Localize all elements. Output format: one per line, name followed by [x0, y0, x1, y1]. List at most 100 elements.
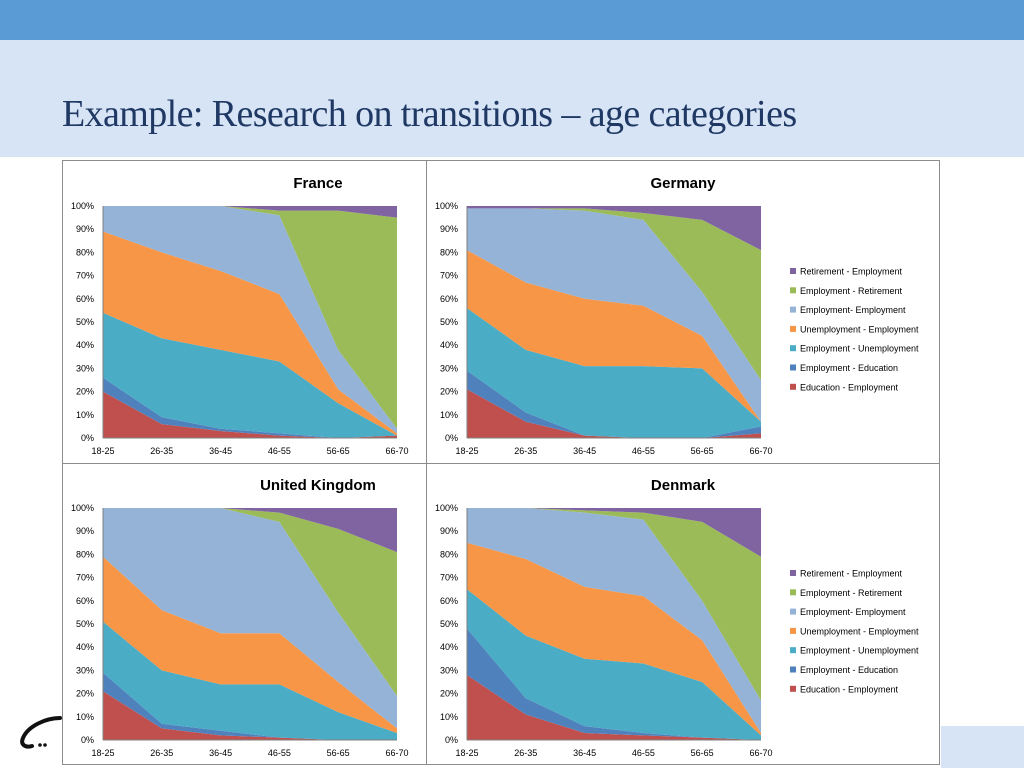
- area-unemployment-employment: [467, 542, 761, 736]
- y-tick-label: 30%: [76, 363, 94, 373]
- y-tick-label: 30%: [76, 665, 94, 675]
- legend-swatch: [790, 306, 796, 313]
- x-tick-label: 36-45: [209, 446, 232, 456]
- x-tick-label: 66-70: [749, 748, 772, 758]
- panel-divider-vertical: [426, 161, 427, 764]
- x-tick-label: 26-35: [150, 446, 173, 456]
- area-employment-unemployment: [103, 312, 397, 438]
- area-employment-employment: [103, 508, 397, 729]
- x-tick-label: 46-55: [268, 748, 291, 758]
- chart-denmark: Denmark 0% 10% 20% 30% 40% 50% 60% 70% 80% 90% 100%…: [435, 477, 919, 758]
- x-tick-label: 18-25: [91, 446, 114, 456]
- chart-legend: Retirement - Employment Employment - Reti…: [790, 569, 919, 694]
- x-tick-label: 26-35: [514, 748, 537, 758]
- x-tick-label: 46-55: [268, 446, 291, 456]
- y-tick-label: 20%: [440, 689, 458, 699]
- x-tick-label: 66-70: [385, 446, 408, 456]
- legend-label: Employment - Unemployment: [800, 344, 919, 354]
- area-employment-unemployment: [467, 589, 761, 740]
- area-education-employment: [103, 391, 397, 438]
- x-tick-label: 26-35: [150, 748, 173, 758]
- y-tick-label: 90%: [76, 224, 94, 234]
- chart-germany: Germany 0% 10% 20% 30% 40% 50% 60% 70% 80% 90% 100%…: [435, 175, 919, 456]
- y-tick-label: 50%: [76, 317, 94, 327]
- y-tick-label: 50%: [440, 317, 458, 327]
- area-retirement-employment: [103, 206, 397, 218]
- y-tick-label: 80%: [76, 247, 94, 257]
- legend-label: Education - Employment: [800, 684, 899, 694]
- legend-label: Unemployment - Employment: [800, 324, 919, 334]
- area-employment-education: [467, 370, 761, 438]
- top-accent-bar: [0, 0, 1024, 40]
- legend-swatch: [790, 268, 796, 274]
- y-tick-label: 70%: [76, 271, 94, 281]
- legend-label: Retirement - Employment: [800, 267, 903, 277]
- area-employment-employment: [467, 208, 761, 422]
- chart-grid: France 0% 10% 20% 30% 40% 50% 60% 70% 80% 90% 100% 1…: [62, 160, 940, 765]
- area-employment-retirement: [103, 508, 397, 696]
- legend-swatch: [790, 627, 796, 634]
- x-tick-label: 26-35: [514, 446, 537, 456]
- y-tick-label: 60%: [76, 294, 94, 304]
- legend-label: Employment - Education: [800, 665, 898, 675]
- y-tick-label: 10%: [440, 410, 458, 420]
- x-tick-label: 36-45: [573, 748, 596, 758]
- y-tick-label: 70%: [76, 573, 94, 583]
- title-band: [0, 40, 1024, 157]
- y-tick-label: 70%: [440, 271, 458, 281]
- area-unemployment-employment: [103, 231, 397, 436]
- x-tick-label: 18-25: [455, 446, 478, 456]
- y-tick-label: 30%: [440, 665, 458, 675]
- y-tick-label: 0%: [445, 433, 458, 443]
- y-tick-label: 50%: [440, 619, 458, 629]
- x-tick-label: 36-45: [209, 748, 232, 758]
- area-employment-retirement: [103, 206, 397, 429]
- legend-label: Retirement - Employment: [800, 569, 903, 579]
- y-tick-label: 100%: [435, 201, 458, 211]
- chart-united-kingdom: United Kingdom 0% 10% 20% 30% 40% 50% 60% 70% 80%…: [71, 477, 409, 758]
- y-tick-label: 90%: [440, 526, 458, 536]
- area-employment-employment: [103, 206, 397, 434]
- legend-swatch: [790, 345, 796, 352]
- footer-corner-band: [941, 726, 1024, 768]
- y-tick-label: 90%: [440, 224, 458, 234]
- x-tick-label: 56-65: [327, 446, 350, 456]
- panel-divider-horizontal: [63, 463, 939, 464]
- y-tick-label: 0%: [445, 735, 458, 745]
- x-tick-label: 18-25: [91, 748, 114, 758]
- y-tick-label: 40%: [440, 642, 458, 652]
- area-unemployment-employment: [103, 556, 397, 734]
- y-tick-label: 80%: [76, 549, 94, 559]
- y-tick-label: 100%: [71, 201, 94, 211]
- area-retirement-employment: [467, 508, 761, 557]
- legend-swatch: [790, 570, 796, 576]
- y-tick-label: 60%: [76, 596, 94, 606]
- legend-label: Education - Employment: [800, 382, 899, 392]
- area-retirement-employment: [467, 206, 761, 251]
- legend-swatch: [790, 325, 796, 332]
- x-tick-label: 66-70: [385, 748, 408, 758]
- x-tick-label: 56-65: [691, 446, 714, 456]
- chart-france: France 0% 10% 20% 30% 40% 50% 60% 70% 80% 90% 100% 1…: [71, 175, 409, 456]
- chart-legend: Retirement - Employment Employment - Reti…: [790, 267, 919, 392]
- legend-label: Employment - Retirement: [800, 286, 903, 296]
- y-tick-label: 0%: [81, 433, 94, 443]
- x-tick-label: 66-70: [749, 446, 772, 456]
- y-tick-label: 80%: [440, 549, 458, 559]
- area-employment-retirement: [467, 508, 761, 701]
- legend-swatch: [790, 589, 796, 596]
- area-employment-education: [103, 377, 397, 438]
- y-tick-label: 90%: [76, 526, 94, 536]
- area-employment-retirement: [467, 208, 761, 380]
- legend-swatch: [790, 364, 796, 371]
- y-tick-label: 20%: [76, 387, 94, 397]
- y-tick-label: 100%: [435, 503, 458, 513]
- area-retirement-employment: [103, 508, 397, 553]
- legend-swatch: [790, 383, 796, 390]
- y-tick-label: 50%: [76, 619, 94, 629]
- y-tick-label: 10%: [76, 712, 94, 722]
- x-tick-label: 46-55: [632, 446, 655, 456]
- y-tick-label: 60%: [440, 294, 458, 304]
- y-tick-label: 0%: [81, 735, 94, 745]
- y-tick-label: 40%: [440, 340, 458, 350]
